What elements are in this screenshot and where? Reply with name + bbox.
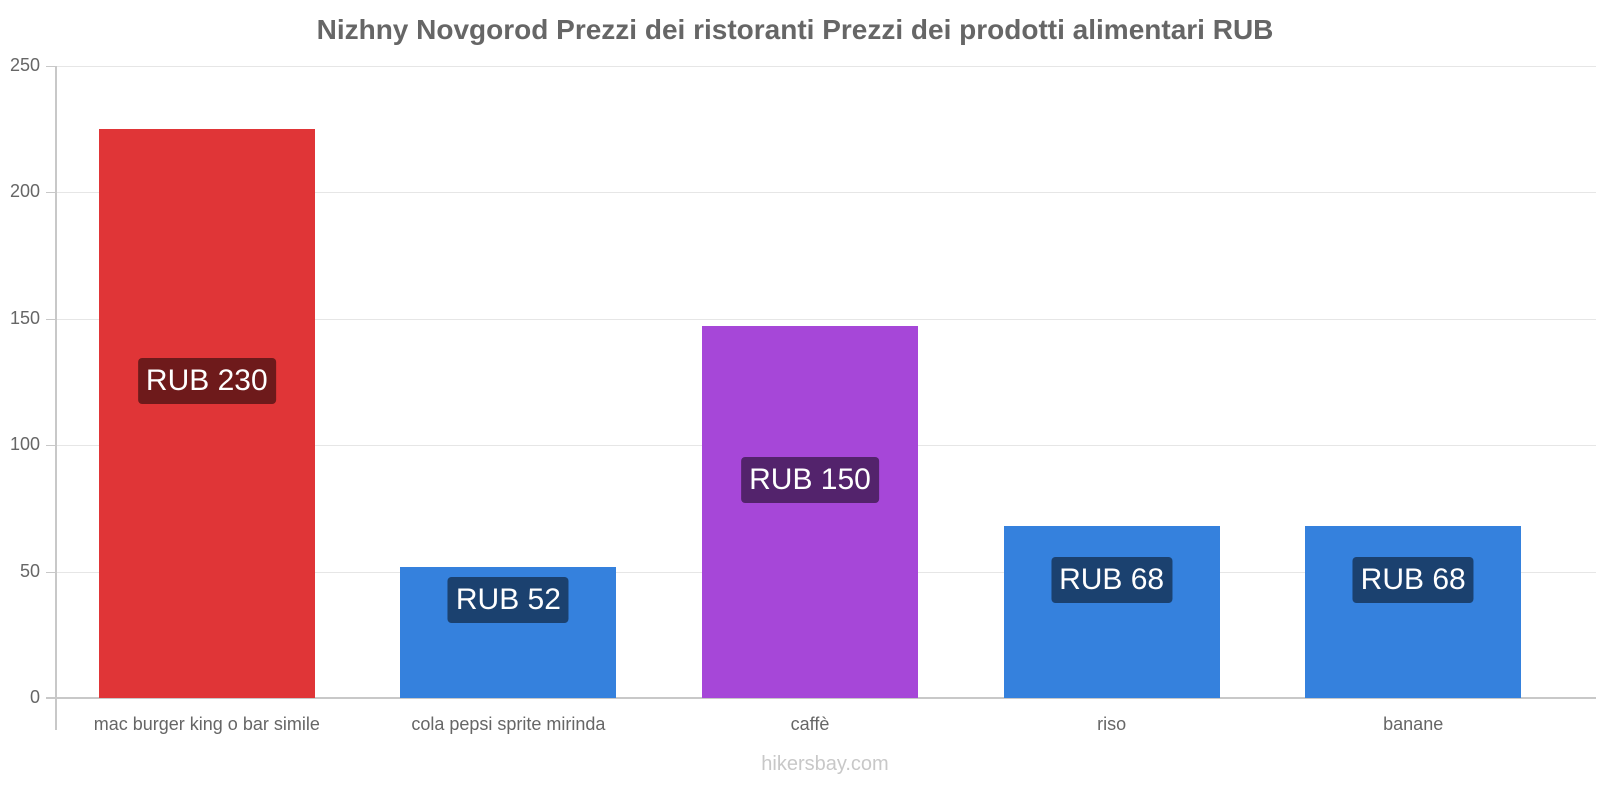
x-tick-label: cola pepsi sprite mirinda: [411, 714, 606, 734]
y-tick-mark: [46, 192, 56, 194]
value-label: RUB 68: [1352, 557, 1474, 603]
x-tick-label: banane: [1383, 714, 1444, 734]
x-tick-label: caffè: [790, 714, 830, 734]
x-tick-label: riso: [1097, 714, 1127, 734]
gridline: [56, 192, 1596, 194]
y-tick-mark: [46, 571, 56, 573]
y-tick-label: 250: [9, 55, 40, 75]
y-tick-label: 100: [9, 434, 40, 455]
chart-title: Nizhny Novgorod Prezzi dei ristoranti Pr…: [316, 14, 1274, 45]
y-tick-label: 0: [29, 687, 40, 707]
y-tick-label: 200: [9, 181, 40, 202]
value-label: RUB 68: [1051, 557, 1173, 603]
y-tick-label: 150: [9, 307, 40, 328]
value-label: RUB 52: [447, 577, 569, 623]
y-axis-line: [55, 66, 57, 730]
x-tick-label: mac burger king o bar simile: [93, 714, 320, 734]
y-tick-mark: [46, 318, 56, 320]
bar: [1003, 526, 1220, 698]
y-tick-mark: [46, 445, 56, 447]
bar: [1305, 526, 1522, 698]
gridline: [56, 66, 1596, 67]
y-tick-mark: [46, 66, 56, 67]
gridline: [56, 318, 1596, 320]
value-label: RUB 150: [741, 457, 879, 503]
y-tick-label: 50: [19, 560, 40, 581]
bar: [702, 326, 918, 698]
x-axis-line: [46, 697, 1596, 699]
watermark: hikersbay.com: [761, 753, 889, 775]
bar: [98, 129, 315, 698]
value-label: RUB 230: [137, 358, 276, 404]
